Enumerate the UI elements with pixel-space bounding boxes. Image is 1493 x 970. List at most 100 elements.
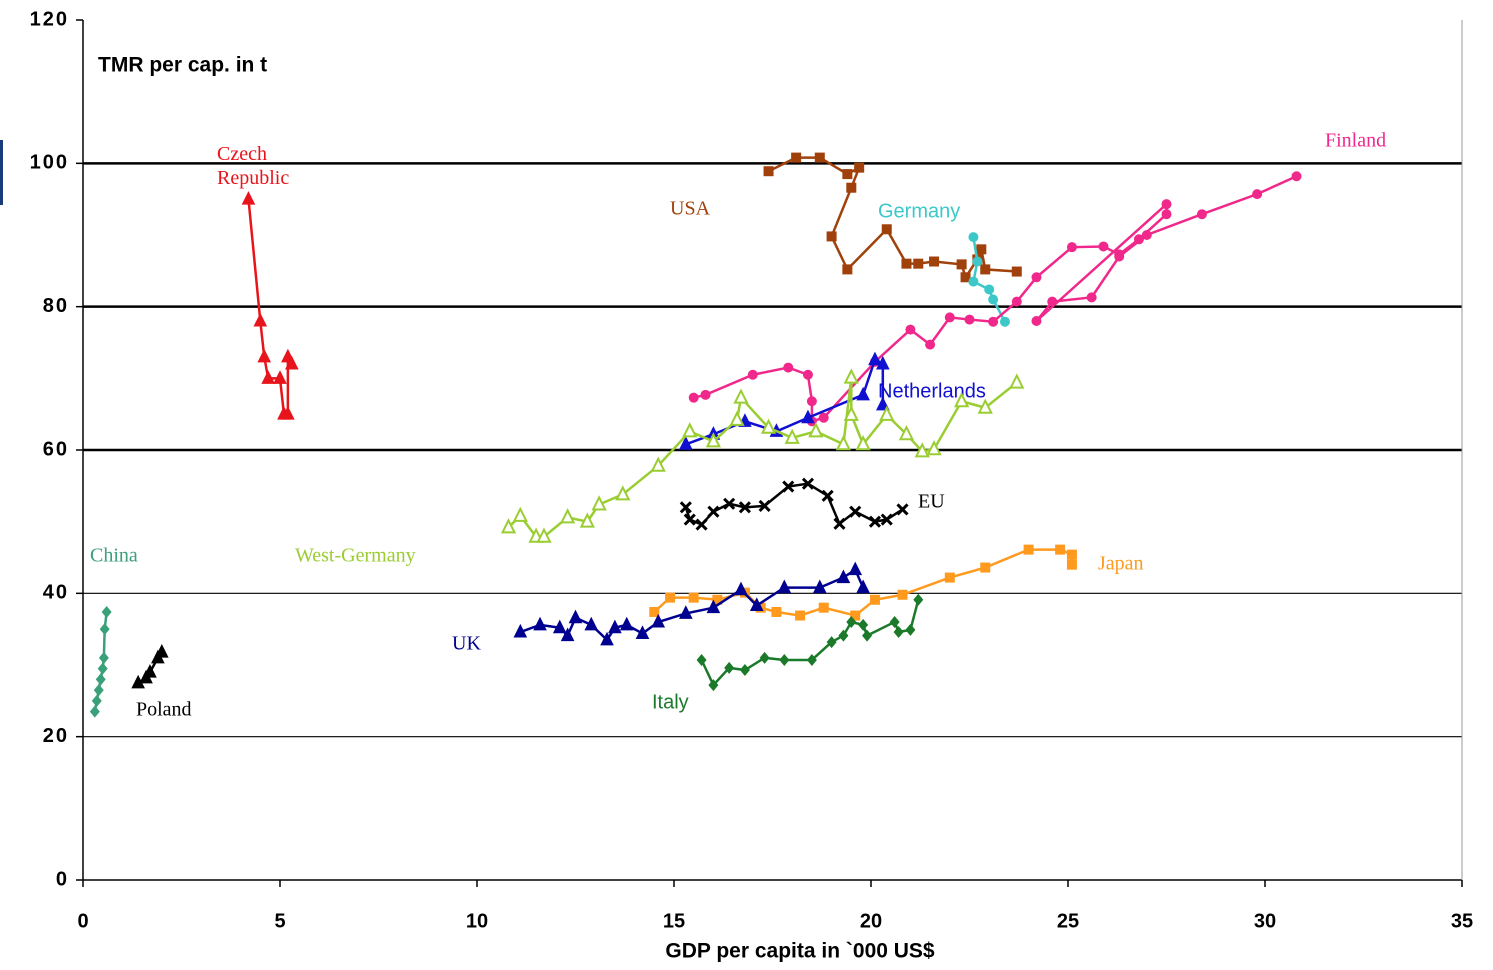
point bbox=[734, 581, 748, 596]
point bbox=[901, 258, 912, 269]
point bbox=[513, 623, 528, 638]
point bbox=[739, 664, 750, 677]
series-label: EU bbox=[918, 491, 945, 513]
y-tick-label: 0 bbox=[56, 868, 69, 890]
point bbox=[1011, 296, 1022, 307]
point bbox=[988, 316, 999, 327]
point bbox=[1066, 242, 1077, 253]
point bbox=[93, 684, 104, 697]
point bbox=[1031, 272, 1042, 283]
point bbox=[584, 616, 599, 631]
point bbox=[705, 432, 722, 448]
point bbox=[1047, 296, 1058, 307]
point bbox=[1291, 171, 1302, 182]
point bbox=[771, 606, 782, 617]
point bbox=[801, 409, 815, 424]
point bbox=[257, 348, 272, 363]
point bbox=[856, 386, 870, 401]
point bbox=[784, 428, 800, 444]
series-label: West-Germany bbox=[295, 545, 416, 567]
point bbox=[608, 619, 622, 634]
series-label: Italy bbox=[652, 691, 689, 713]
point bbox=[856, 579, 870, 594]
point bbox=[868, 351, 882, 366]
x-tick-label: 30 bbox=[1254, 910, 1276, 932]
point bbox=[879, 405, 895, 421]
point bbox=[905, 623, 916, 636]
point bbox=[738, 501, 751, 514]
point bbox=[806, 653, 817, 666]
point bbox=[836, 569, 851, 584]
y-tick-label: 60 bbox=[43, 438, 69, 460]
point bbox=[960, 272, 971, 283]
point bbox=[665, 592, 676, 603]
x-axis-label: GDP per capita in `000 US$ bbox=[665, 940, 935, 963]
point bbox=[1086, 292, 1097, 303]
point bbox=[683, 513, 696, 526]
point bbox=[964, 314, 975, 325]
point bbox=[846, 616, 857, 628]
point bbox=[635, 625, 650, 639]
point bbox=[723, 497, 736, 510]
y-axis-label: TMR per cap. in t bbox=[98, 54, 267, 77]
point bbox=[619, 616, 634, 631]
y-tick-label: 100 bbox=[30, 152, 69, 174]
point bbox=[812, 579, 827, 594]
point bbox=[729, 410, 745, 426]
point bbox=[850, 610, 861, 621]
x-tick-label: 15 bbox=[663, 910, 685, 932]
point bbox=[679, 605, 693, 619]
point bbox=[512, 506, 528, 522]
point bbox=[1055, 544, 1066, 555]
point bbox=[808, 422, 824, 438]
point bbox=[842, 264, 853, 275]
point bbox=[855, 435, 871, 451]
point bbox=[944, 572, 955, 583]
point bbox=[273, 370, 287, 384]
point bbox=[896, 503, 909, 516]
series-label: USA bbox=[670, 198, 711, 220]
point bbox=[98, 651, 109, 664]
point bbox=[568, 609, 583, 624]
x-tick-label: 0 bbox=[77, 910, 88, 932]
point bbox=[783, 362, 794, 373]
point bbox=[261, 370, 275, 384]
point bbox=[826, 231, 837, 242]
point bbox=[826, 636, 837, 649]
point bbox=[926, 440, 942, 456]
edge-artifact bbox=[0, 140, 3, 205]
point bbox=[712, 594, 723, 605]
point bbox=[838, 629, 849, 642]
point bbox=[101, 605, 112, 618]
point bbox=[707, 505, 720, 518]
x-tick-label: 35 bbox=[1451, 910, 1473, 932]
point bbox=[854, 162, 865, 173]
point bbox=[977, 398, 993, 414]
point bbox=[897, 589, 908, 600]
point bbox=[560, 627, 575, 642]
point bbox=[552, 619, 567, 634]
point bbox=[253, 312, 268, 327]
point bbox=[649, 606, 660, 617]
point bbox=[241, 191, 256, 205]
point bbox=[791, 152, 802, 163]
y-tick-label: 40 bbox=[43, 582, 69, 604]
point bbox=[99, 623, 110, 636]
point bbox=[533, 616, 547, 631]
point bbox=[980, 562, 991, 573]
point bbox=[89, 705, 100, 718]
point bbox=[1009, 373, 1025, 389]
point bbox=[706, 599, 721, 614]
point bbox=[560, 508, 576, 524]
point bbox=[749, 597, 764, 612]
point bbox=[881, 224, 892, 235]
point bbox=[733, 388, 749, 404]
series-label: Czech Republic bbox=[217, 143, 289, 189]
point bbox=[858, 618, 869, 631]
point bbox=[95, 673, 106, 686]
point bbox=[835, 435, 852, 451]
point bbox=[814, 152, 825, 163]
point bbox=[1161, 209, 1172, 220]
point bbox=[806, 396, 817, 407]
point bbox=[777, 579, 792, 594]
